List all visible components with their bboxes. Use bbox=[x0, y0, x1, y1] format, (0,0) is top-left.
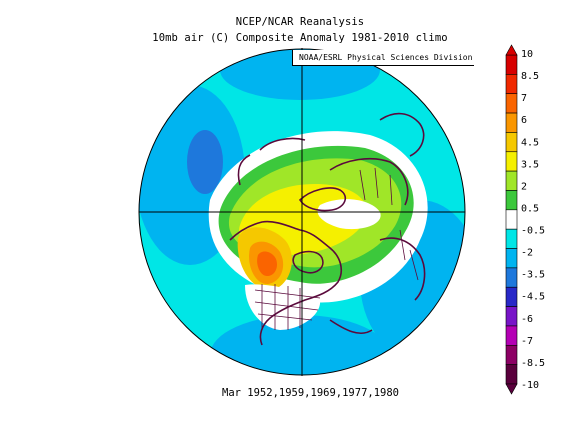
colorbar-swatch bbox=[505, 228, 518, 249]
colorbar-tick-label: -0.5 bbox=[521, 226, 545, 237]
colorbar-labels: 10 8.5 7 6 4.5 3.5 2 0.5 -0.5 -2 -3.5 -4.5 -6 -7 -8.5 -… bbox=[521, 49, 545, 391]
credit-label: NOAA/ESRL Physical Sciences Division bbox=[292, 50, 474, 66]
boundary-eurasia bbox=[359, 167, 419, 281]
boundaries bbox=[254, 167, 419, 330]
colorbar-tick-label: 4.5 bbox=[521, 137, 539, 148]
colorbar-tick-label: 10 bbox=[521, 49, 533, 60]
colorbar-tick-label: -6 bbox=[521, 314, 533, 325]
title-line-2: 10mb air (C) Composite Anomaly 1981-2010… bbox=[152, 32, 448, 44]
colorbar-swatch bbox=[505, 306, 518, 327]
anomaly-max bbox=[257, 251, 277, 276]
colorbar-swatch bbox=[505, 132, 518, 153]
coast-europe bbox=[379, 237, 426, 301]
colorbar-tick-label: -8.5 bbox=[521, 358, 545, 369]
colorbar-swatch bbox=[505, 93, 518, 114]
colorbar-swatch bbox=[505, 325, 518, 346]
colorbar-swatch bbox=[505, 267, 518, 288]
coast-north-america bbox=[229, 220, 342, 346]
coast-alaska bbox=[259, 137, 306, 151]
colorbar-swatch bbox=[505, 248, 518, 269]
colorbar-tick-label: 2 bbox=[521, 181, 527, 192]
boundary-states bbox=[254, 284, 321, 330]
colorbar-arrow-bottom bbox=[505, 383, 518, 395]
anomaly-blue-south bbox=[210, 315, 390, 375]
coast-eurasia-north bbox=[329, 157, 409, 206]
coast-greenland bbox=[298, 187, 347, 212]
colorbar-tick-label: -3.5 bbox=[521, 270, 545, 281]
coast-africa bbox=[329, 319, 373, 335]
colorbar-tick-label: -10 bbox=[521, 380, 539, 391]
colorbar-swatch bbox=[505, 112, 518, 133]
colorbar-tick-label: 8.5 bbox=[521, 71, 539, 82]
colorbar-tick-label: -7 bbox=[521, 336, 533, 347]
colorbar-swatch bbox=[505, 364, 518, 385]
colorbar-tick-label: 3.5 bbox=[521, 159, 539, 170]
colorbar-tick-label: -2 bbox=[521, 248, 533, 259]
coast-siberia bbox=[379, 112, 425, 157]
colorbar-tick-label: 0.5 bbox=[521, 203, 539, 214]
colorbar-swatch bbox=[505, 344, 518, 365]
colorbar-tick-label: -4.5 bbox=[521, 292, 545, 303]
colorbar-swatch bbox=[505, 209, 518, 230]
colorbar-swatch bbox=[505, 74, 518, 95]
anomaly-neutral-pole bbox=[317, 199, 381, 230]
coastlines bbox=[229, 112, 426, 346]
colorbar-arrow-top bbox=[505, 44, 518, 56]
title-line-1: NCEP/NCAR Reanalysis bbox=[235, 16, 365, 28]
anomaly-cold-core bbox=[187, 130, 223, 194]
colorbar-tick-label: 7 bbox=[521, 93, 527, 104]
colorbar-swatch bbox=[505, 151, 518, 172]
colorbar-swatch bbox=[505, 170, 518, 191]
coast-hudson-bay bbox=[292, 250, 324, 274]
colorbar-swatch bbox=[505, 286, 518, 307]
date-caption: Mar 1952,1959,1969,1977,1980 bbox=[222, 387, 400, 399]
colorbar-swatch bbox=[505, 54, 518, 75]
colorbar-swatch bbox=[505, 190, 518, 211]
coast-aleutian bbox=[237, 154, 251, 186]
colorbar-tick-label: 6 bbox=[521, 115, 527, 126]
colorbar-boxes bbox=[505, 44, 518, 395]
